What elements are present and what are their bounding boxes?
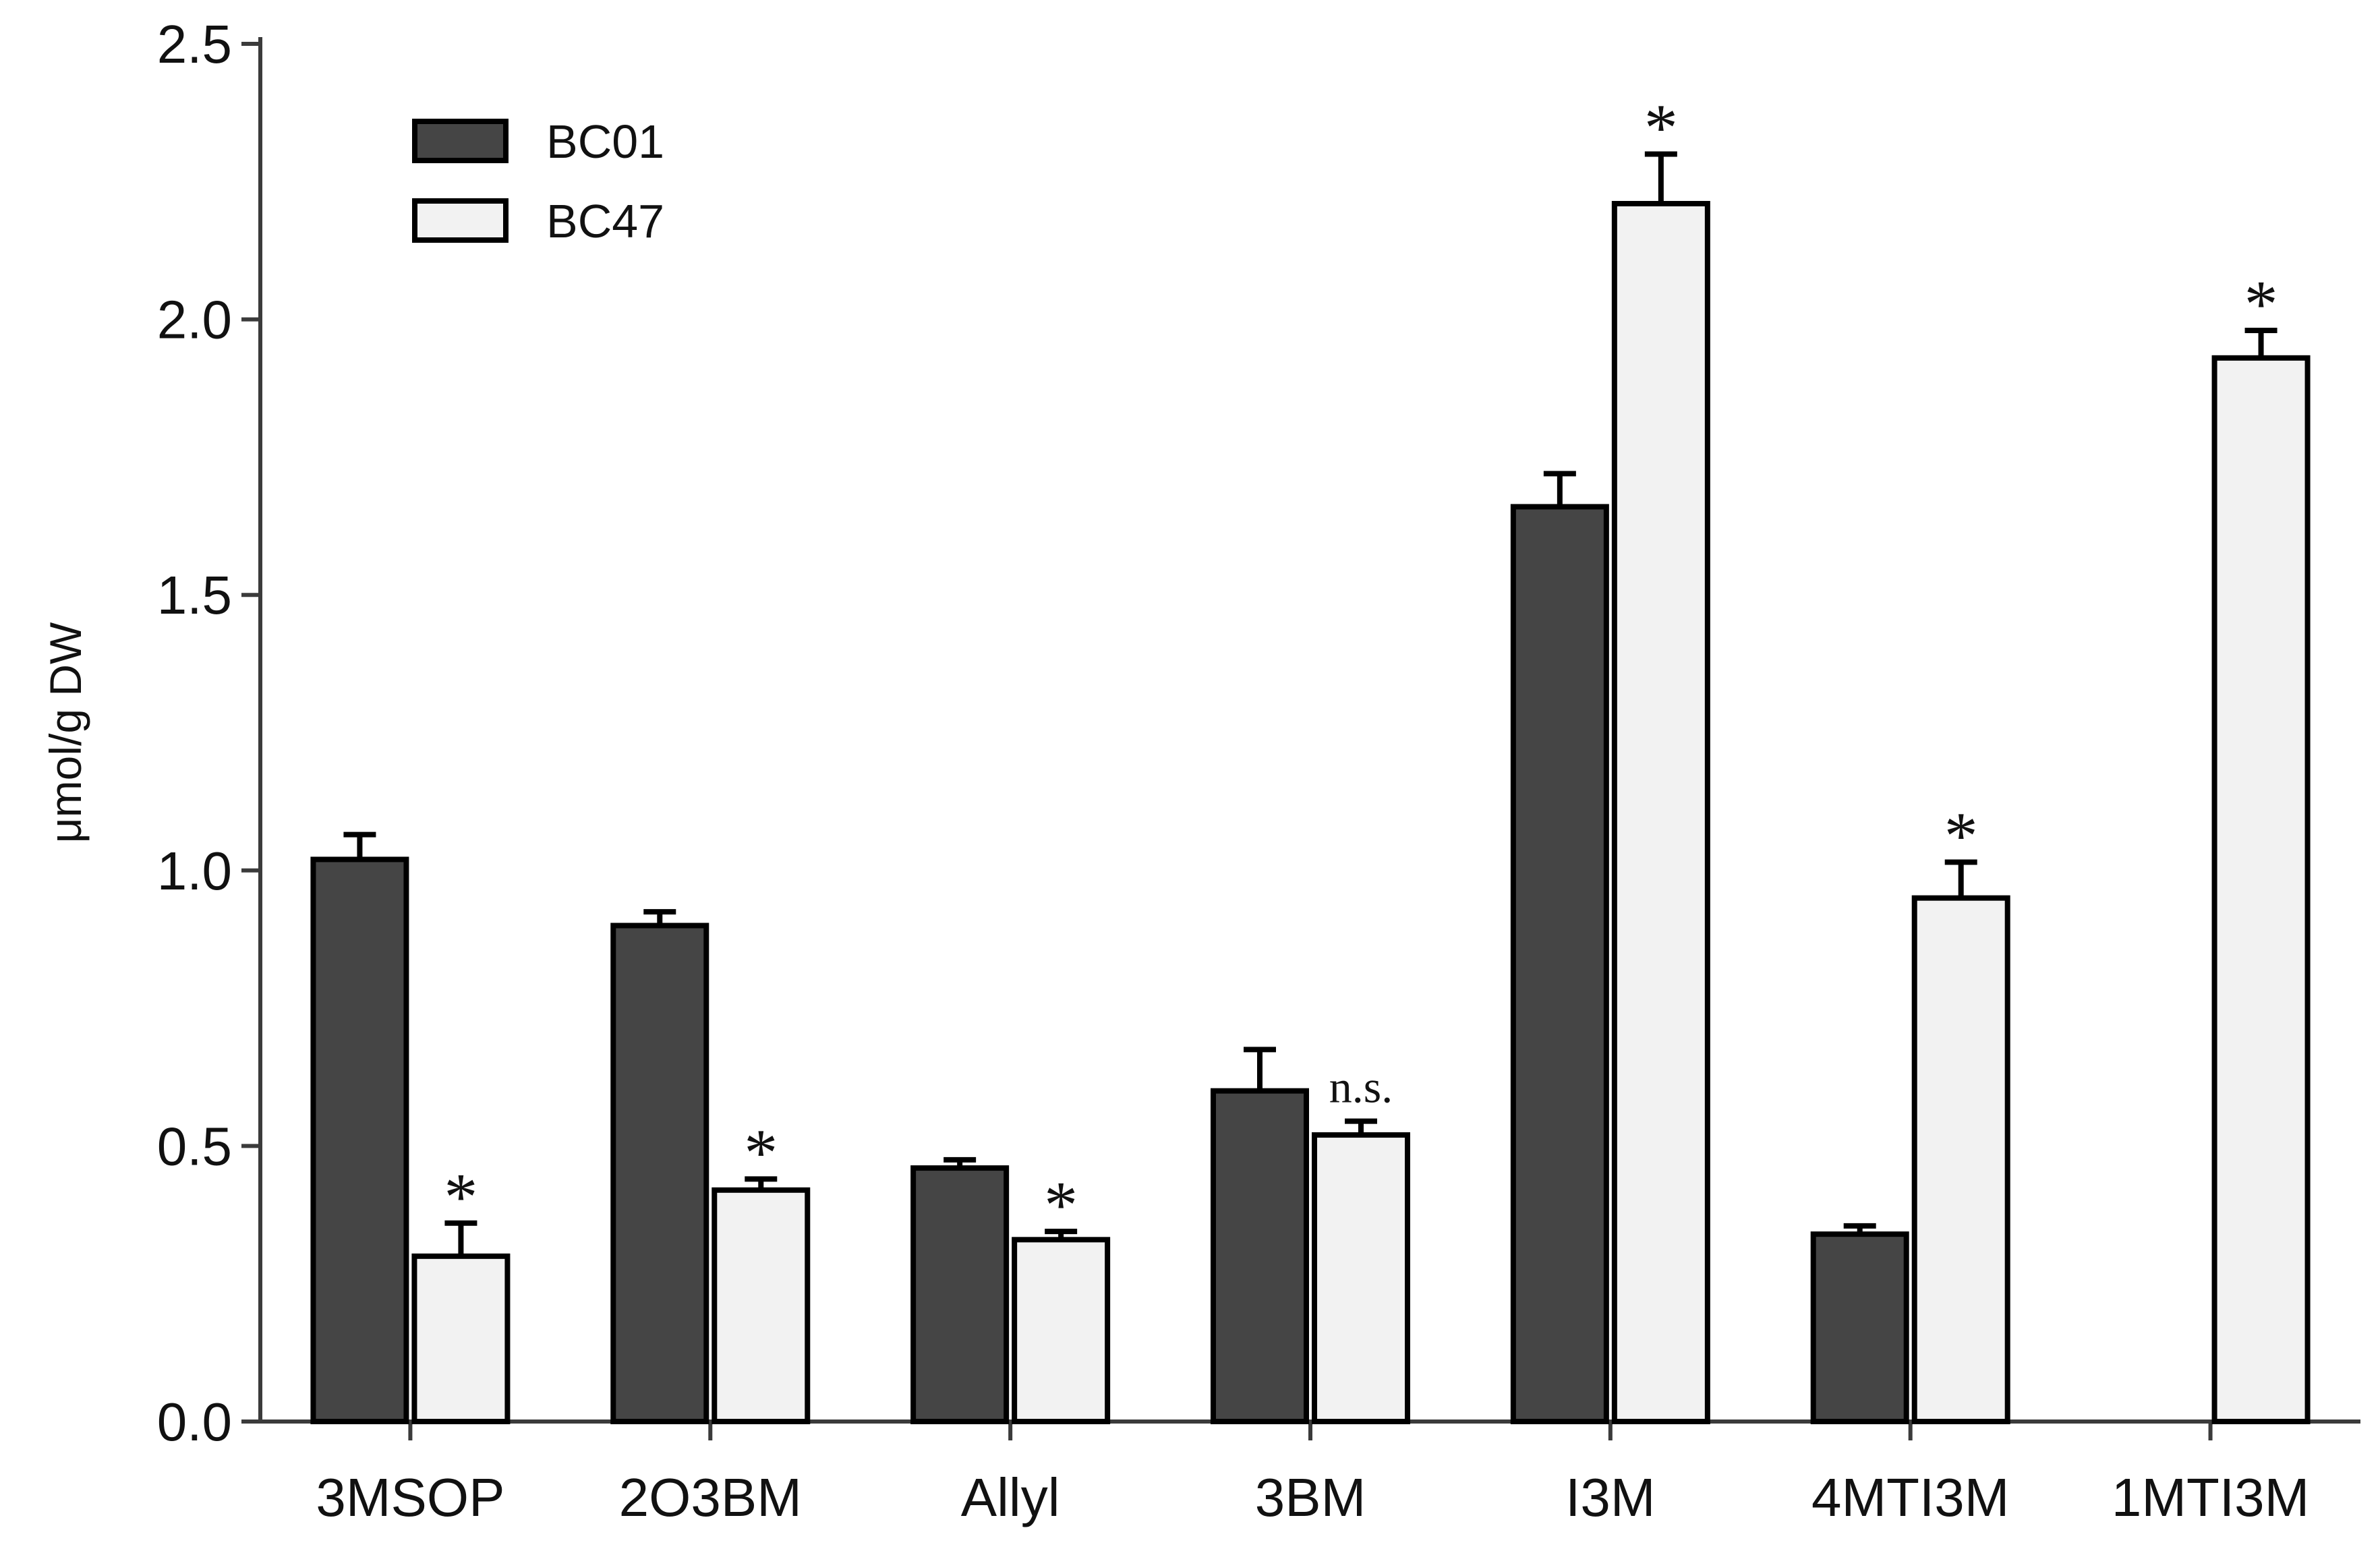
significance-star: * <box>1044 1167 1078 1242</box>
bar-bc01 <box>310 856 409 1425</box>
legend-label-bc01: BC01 <box>546 115 664 168</box>
error-bar <box>1345 1118 1377 1136</box>
significance-star: * <box>744 1115 778 1190</box>
error-bar <box>944 1157 977 1169</box>
significance-star: * <box>1944 798 1978 873</box>
error-bar <box>1543 471 1576 507</box>
bar-bc47 <box>411 1253 511 1424</box>
error-bar <box>1244 1047 1276 1091</box>
y-axis: 0.0 0.5 1.0 1.5 2.0 2.5 <box>157 14 262 1452</box>
category-labels: 3MSOP 2O3BM Allyl 3BM I3M 4MTI3M 1MTI3M <box>316 1467 2309 1527</box>
x-tick-label: 1MTI3M <box>2112 1467 2309 1527</box>
x-tick-label: 4MTI3M <box>1811 1467 2009 1527</box>
significance-annotations: * * * n.s. * * * <box>444 90 2277 1242</box>
bar-bc47 <box>1911 895 2010 1425</box>
bar-bc47 <box>2211 355 2311 1425</box>
y-tick-label: 1.0 <box>157 841 232 901</box>
bar-bc47 <box>1611 200 1710 1424</box>
bar-bc01 <box>1510 504 1609 1424</box>
significance-ns: n.s. <box>1329 1061 1393 1113</box>
x-tick-label: Allyl <box>961 1467 1060 1527</box>
error-bar <box>2244 327 2277 358</box>
error-bar <box>343 831 376 860</box>
x-tick-label: I3M <box>1565 1467 1655 1527</box>
legend-swatch-bc01 <box>412 119 509 163</box>
x-tick-label: 3BM <box>1255 1467 1366 1527</box>
error-bar <box>643 909 676 926</box>
error-bar <box>1944 859 1977 898</box>
legend-swatch-bc47 <box>412 198 509 243</box>
bar-bc01 <box>1211 1088 1309 1425</box>
significance-star: * <box>2244 266 2278 341</box>
y-axis-title: μmol/g DW <box>40 622 90 843</box>
bar-bc01 <box>610 923 709 1424</box>
bar-bc47 <box>1312 1132 1410 1425</box>
error-bar <box>1644 151 1677 204</box>
error-bar <box>444 1220 477 1256</box>
x-tick-label: 3MSOP <box>316 1467 504 1527</box>
y-tick-label: 1.5 <box>157 565 232 625</box>
error-bar <box>1045 1229 1078 1240</box>
bars <box>310 151 2311 1425</box>
bar-bc01 <box>910 1165 1010 1424</box>
bar-bc01 <box>1810 1231 1909 1424</box>
x-axis <box>258 1420 2360 1440</box>
error-bar <box>1843 1223 1876 1235</box>
legend: BC01 BC47 <box>412 115 664 247</box>
y-tick-label: 0.0 <box>157 1392 232 1452</box>
y-tick-label: 2.5 <box>157 14 232 74</box>
bar-bc47 <box>1012 1237 1111 1424</box>
legend-label-bc47: BC47 <box>546 195 664 247</box>
significance-star: * <box>1644 90 1678 165</box>
error-bar <box>745 1176 778 1190</box>
bar-bc47 <box>712 1187 811 1424</box>
y-tick-label: 2.0 <box>157 290 232 350</box>
significance-star: * <box>444 1159 477 1234</box>
x-tick-label: 2O3BM <box>619 1467 802 1527</box>
y-tick-label: 0.5 <box>157 1116 232 1176</box>
